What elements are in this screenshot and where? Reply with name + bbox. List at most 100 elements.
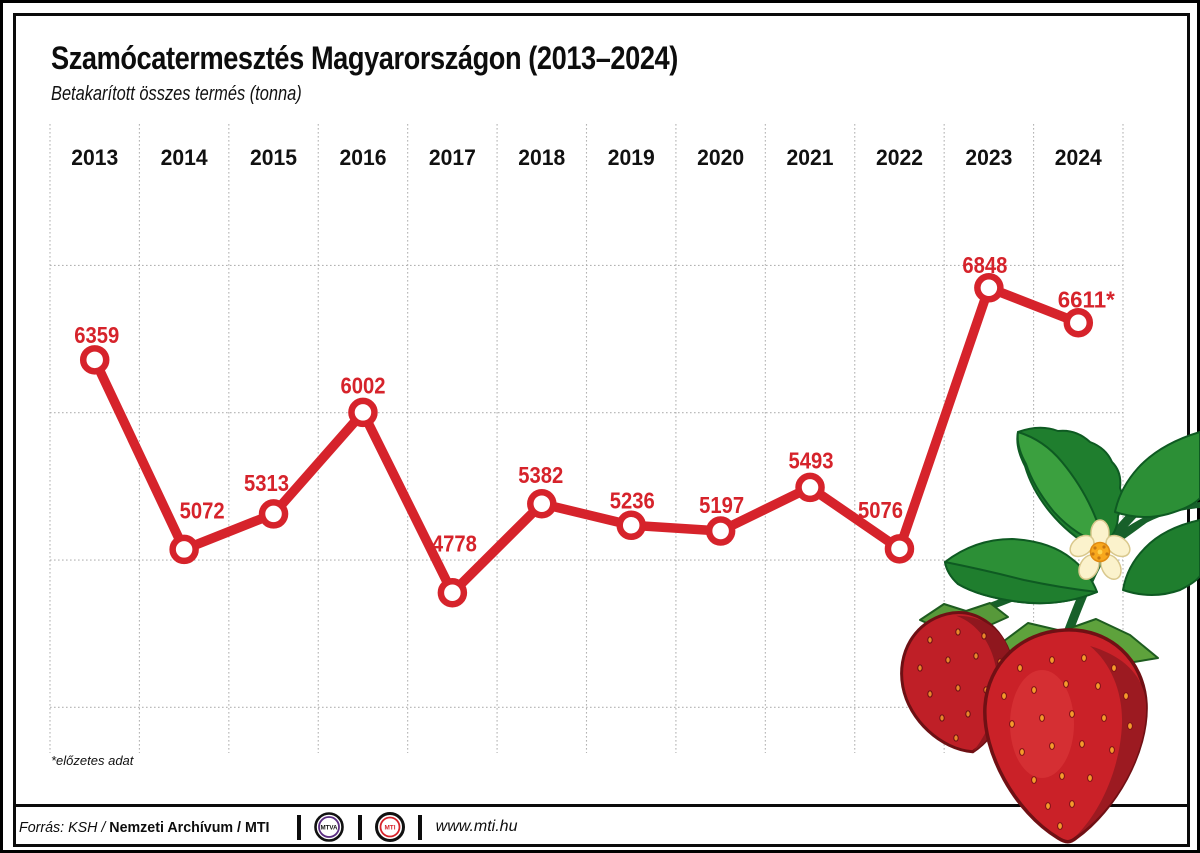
trend-line bbox=[89, 283, 1084, 598]
source-suffix: / MTI bbox=[233, 818, 270, 836]
year-label: 2017 bbox=[429, 145, 476, 170]
source-archive: Nemzeti Archívum bbox=[109, 818, 234, 836]
seed-icon bbox=[1017, 664, 1023, 672]
seed-icon bbox=[1059, 772, 1065, 780]
seed-icon bbox=[1081, 654, 1087, 662]
data-point-2017 bbox=[437, 577, 468, 608]
seed-icon bbox=[1111, 664, 1117, 672]
value-label: 4778 bbox=[432, 531, 477, 557]
seed-icon bbox=[1031, 776, 1037, 784]
separator-bar bbox=[357, 814, 362, 840]
data-point-2023 bbox=[974, 273, 1004, 303]
data-point-2018 bbox=[527, 489, 557, 519]
leaf-icon bbox=[944, 426, 1200, 605]
separator-bar bbox=[417, 814, 422, 840]
source-credit: Forrás: KSH / Nemzeti Archívum / MTI bbox=[19, 819, 269, 836]
seed-icon bbox=[1045, 802, 1051, 810]
seed-icon bbox=[1069, 800, 1075, 808]
strawberry-seeds bbox=[1001, 654, 1133, 830]
seed-icon bbox=[1079, 740, 1085, 748]
seed-icon bbox=[1049, 656, 1055, 664]
flower-icon bbox=[1069, 519, 1131, 580]
seed-icon bbox=[917, 664, 923, 672]
seed-icon bbox=[927, 690, 933, 698]
seed-icon bbox=[1039, 714, 1045, 722]
year-label: 2013 bbox=[71, 145, 118, 170]
value-label: 6359 bbox=[74, 322, 119, 348]
seed-icon bbox=[1001, 692, 1007, 700]
seed-icon bbox=[1087, 774, 1093, 782]
value-labels: 6359 5072 5313 6002 4778 5382 5236 5197 5493 5076… bbox=[74, 252, 1115, 557]
seed-icon bbox=[927, 636, 933, 644]
data-point-2015 bbox=[258, 499, 289, 529]
footer-divider bbox=[13, 804, 1190, 807]
seed-icon bbox=[955, 684, 961, 692]
data-point-2016 bbox=[348, 397, 378, 428]
data-point-2020 bbox=[705, 516, 736, 546]
strawberry-illustration bbox=[900, 426, 1200, 844]
data-point-2024 bbox=[1063, 307, 1094, 338]
value-label: 5072 bbox=[180, 497, 225, 523]
seed-icon bbox=[1095, 682, 1101, 690]
value-label: 6848 bbox=[962, 252, 1007, 278]
year-label: 2015 bbox=[250, 145, 297, 170]
value-label: 5197 bbox=[699, 492, 744, 518]
value-label: 5236 bbox=[610, 487, 655, 513]
seed-icon bbox=[1049, 742, 1055, 750]
year-label: 2014 bbox=[161, 145, 209, 170]
seed-icon bbox=[1123, 692, 1129, 700]
page-title: Szamócatermesztés Magyarországon (2013–2… bbox=[51, 40, 678, 76]
data-point-2021 bbox=[795, 472, 825, 503]
year-label: 2019 bbox=[608, 145, 655, 170]
strawberry-front-icon bbox=[983, 628, 1148, 844]
value-label: 5493 bbox=[789, 447, 834, 473]
value-label: 5382 bbox=[518, 462, 563, 488]
chart-footnote: *előzetes adat bbox=[51, 753, 134, 768]
year-label: 2016 bbox=[339, 145, 386, 170]
value-label: 6002 bbox=[340, 372, 385, 398]
svg-text:MTVA: MTVA bbox=[320, 824, 338, 831]
year-label: 2021 bbox=[787, 145, 834, 170]
year-label: 2024 bbox=[1055, 145, 1103, 170]
seed-icon bbox=[973, 652, 979, 660]
year-label: 2018 bbox=[518, 145, 565, 170]
trend-line-series bbox=[79, 273, 1094, 608]
seed-icon bbox=[1101, 714, 1107, 722]
seed-icon bbox=[981, 632, 987, 640]
seed-icon bbox=[1069, 710, 1075, 718]
source-prefix: Forrás: KSH / bbox=[19, 818, 110, 836]
seed-icon bbox=[1057, 822, 1063, 830]
value-label: 6611* bbox=[1058, 287, 1115, 313]
mtva-logo-icon: MTVA bbox=[313, 812, 344, 842]
year-axis-labels: 2013 2014 2015 2016 2017 2018 2019 2020 2021 2022… bbox=[71, 145, 1102, 170]
seed-icon bbox=[953, 734, 959, 742]
seed-icon bbox=[1031, 686, 1037, 694]
seed-icon bbox=[1019, 748, 1025, 756]
seed-icon bbox=[945, 656, 951, 664]
year-label: 2023 bbox=[965, 145, 1012, 170]
data-point-2013 bbox=[79, 345, 110, 375]
seed-icon bbox=[955, 628, 961, 636]
seed-icon bbox=[965, 710, 971, 718]
data-point-2022 bbox=[884, 534, 915, 564]
separator-bar bbox=[296, 814, 301, 840]
footer-bar: Forrás: KSH / Nemzeti Archívum / MTI MTV… bbox=[0, 808, 1200, 846]
seed-icon bbox=[1063, 680, 1069, 688]
year-label: 2020 bbox=[697, 145, 744, 170]
website-link: www.mti.hu bbox=[435, 818, 518, 835]
svg-text:MTI: MTI bbox=[384, 824, 395, 831]
year-label: 2022 bbox=[876, 145, 923, 170]
seed-icon bbox=[1127, 722, 1133, 730]
data-point-2019 bbox=[616, 510, 646, 541]
title-block: Szamócatermesztés Magyarországon (2013–2… bbox=[51, 40, 788, 106]
page-subtitle: Betakarított összes termés (tonna) bbox=[51, 83, 302, 105]
data-point-2014 bbox=[169, 534, 199, 565]
mti-logo-icon: MTI bbox=[374, 812, 405, 842]
seed-icon bbox=[1109, 746, 1115, 754]
seed-icon bbox=[1009, 720, 1015, 728]
value-label: 5313 bbox=[244, 470, 289, 496]
value-label: 5076 bbox=[858, 497, 903, 523]
seed-icon bbox=[939, 714, 945, 722]
